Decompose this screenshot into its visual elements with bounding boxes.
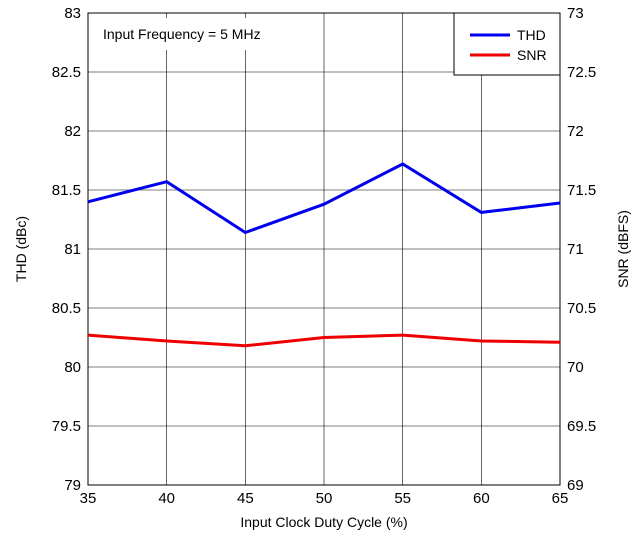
x-tick-label: 40	[158, 490, 175, 507]
y-left-tick-label: 80.5	[52, 300, 81, 317]
x-tick-label: 45	[237, 490, 254, 507]
y-right-tick-label: 73	[567, 5, 584, 22]
y-right-tick-label: 72.5	[567, 64, 596, 81]
y-right-tick-label: 70	[567, 359, 584, 376]
series-thd-line	[87, 162, 561, 235]
x-tick-label: 60	[473, 490, 490, 507]
x-tick-label: 50	[316, 490, 333, 507]
legend: THD SNR	[453, 12, 561, 76]
legend-box	[453, 12, 561, 76]
y-right-tick-label: 71	[567, 241, 584, 258]
y-left-tick-label: 82	[64, 123, 81, 140]
plot-frame	[87, 12, 561, 486]
y-left-axis-title: THD (dBc)	[13, 216, 29, 282]
y-right-tick-label: 69	[567, 477, 584, 494]
grid	[88, 13, 560, 485]
x-tick-label: 35	[80, 490, 97, 507]
y-left-tick-label: 81	[64, 241, 81, 258]
y-left-tick-label: 83	[64, 5, 81, 22]
tick-labels: 35 40 45 50 55 60 65 83 82.5 82 81.5 81 80.5 80 79.5 79…	[52, 5, 596, 507]
annotation-text: Input Frequency = 5 MHz	[103, 26, 261, 42]
series-layer	[87, 162, 561, 348]
legend-snr-label: SNR	[517, 47, 547, 63]
y-left-tick-label: 81.5	[52, 182, 81, 199]
y-right-axis-title: SNR (dBFS)	[615, 210, 631, 288]
annotation-background	[93, 18, 305, 50]
y-right-tick-label: 70.5	[567, 300, 596, 317]
legend-thd-label: THD	[517, 27, 546, 43]
y-left-tick-label: 79.5	[52, 418, 81, 435]
x-tick-label: 55	[394, 490, 411, 507]
y-left-tick-label: 80	[64, 359, 81, 376]
x-axis-title: Input Clock Duty Cycle (%)	[240, 514, 407, 530]
y-right-tick-label: 69.5	[567, 418, 596, 435]
y-left-tick-label: 79	[64, 477, 81, 494]
y-left-tick-label: 82.5	[52, 64, 81, 81]
series-snr-line	[87, 333, 561, 348]
y-right-tick-label: 72	[567, 123, 584, 140]
y-right-tick-label: 71.5	[567, 182, 596, 199]
x-tick-label: 65	[552, 490, 569, 507]
